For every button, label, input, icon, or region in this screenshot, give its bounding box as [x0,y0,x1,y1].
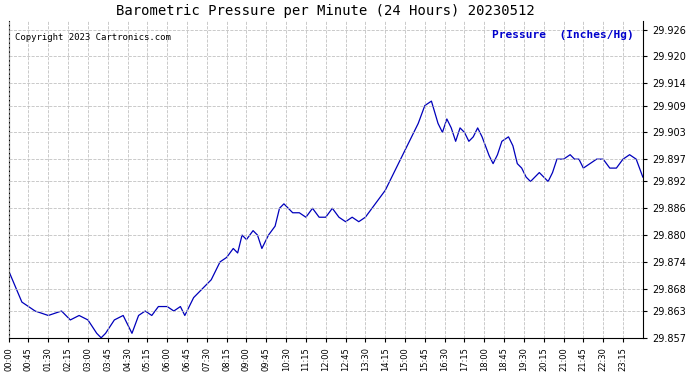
Text: Pressure  (Inches/Hg): Pressure (Inches/Hg) [491,30,633,40]
Title: Barometric Pressure per Minute (24 Hours) 20230512: Barometric Pressure per Minute (24 Hours… [117,4,535,18]
Text: Copyright 2023 Cartronics.com: Copyright 2023 Cartronics.com [15,33,171,42]
